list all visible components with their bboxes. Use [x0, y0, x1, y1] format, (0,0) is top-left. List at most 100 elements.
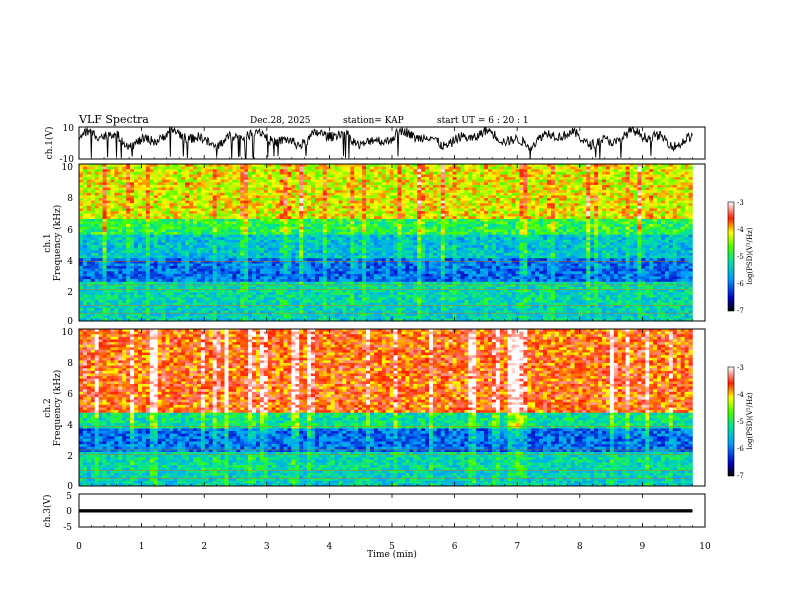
spectrogram-cell: [445, 222, 449, 225]
spectrogram-cell: [472, 185, 476, 188]
spectrogram-cell: [166, 206, 170, 209]
spectrogram-cell: [205, 203, 209, 206]
spectrogram-cell: [315, 169, 319, 172]
spectrogram-cell: [107, 182, 111, 185]
spectrogram-cell: [464, 219, 468, 222]
spectrogram-cell: [280, 203, 284, 206]
spectrogram-cell: [476, 227, 480, 230]
spectrogram-cell: [622, 208, 626, 211]
spectrogram-cell: [496, 193, 500, 196]
spectrogram-cell: [122, 203, 126, 206]
spectrogram-cell: [637, 227, 641, 230]
spectrogram-cell: [653, 214, 657, 217]
spectrogram-cell: [394, 182, 398, 185]
spectrogram-cell: [103, 167, 107, 170]
spectrogram-cell: [425, 193, 429, 196]
spectrogram-cell: [386, 167, 390, 170]
spectrogram-cell: [429, 227, 433, 230]
spectrogram-cell: [346, 193, 350, 196]
spectrogram-cell: [244, 190, 248, 193]
spectrogram-cell: [645, 222, 649, 225]
spectrogram-cell: [221, 193, 225, 196]
spectrogram-cell: [366, 216, 370, 219]
spectrogram-cell: [209, 206, 213, 209]
spectrogram-cell: [685, 224, 689, 227]
spectrogram-cell: [484, 208, 488, 211]
spectrogram-cell: [350, 216, 354, 219]
spectrogram-cell: [457, 169, 461, 172]
spectrogram-cell: [417, 182, 421, 185]
spectrogram-cell: [181, 190, 185, 193]
spectrogram-cell: [645, 185, 649, 188]
spectrogram-cell: [401, 188, 405, 191]
spectrogram-cell: [95, 219, 99, 222]
spectrogram-cell: [453, 193, 457, 196]
spectrogram-cell: [614, 203, 618, 206]
spectrogram-cell: [433, 216, 437, 219]
spectrogram-cell: [555, 169, 559, 172]
spectrogram-cell: [236, 198, 240, 201]
spectrogram-cell: [95, 190, 99, 193]
spectrogram-cell: [358, 182, 362, 185]
spectrogram-cell: [500, 167, 504, 170]
spectrogram-cell: [551, 169, 555, 172]
spectrogram-cell: [217, 174, 221, 177]
spectrogram-cell: [649, 188, 653, 191]
spectrogram-cell: [110, 193, 114, 196]
spectrogram-cell: [142, 195, 146, 198]
spectrogram-cell: [114, 206, 118, 209]
spectrogram-cell: [567, 206, 571, 209]
spectrogram-cell: [519, 219, 523, 222]
spectrogram-cell: [673, 195, 677, 198]
spectrogram-cell: [622, 211, 626, 214]
spectrogram-cell: [181, 177, 185, 180]
spectrogram-cell: [429, 185, 433, 188]
spectrogram-cell: [287, 172, 291, 175]
spectrogram-cell: [236, 227, 240, 230]
spectrogram-cell: [162, 180, 166, 183]
spectrogram-cell: [331, 177, 335, 180]
spectrogram-cell: [480, 167, 484, 170]
spectrogram-cell: [390, 216, 394, 219]
spectrogram-cell: [677, 222, 681, 225]
spectrogram-cell: [394, 172, 398, 175]
spectrogram-cell: [516, 222, 520, 225]
spectrogram-cell: [413, 219, 417, 222]
spectrogram-cell: [162, 185, 166, 188]
spectrogram-cell: [425, 174, 429, 177]
spectrogram-cell: [110, 185, 114, 188]
spectrogram-cell: [500, 201, 504, 204]
spectrogram-cell: [110, 180, 114, 183]
spectrogram-cell: [122, 177, 126, 180]
spectrogram-cell: [331, 198, 335, 201]
spectrogram-cell: [225, 219, 229, 222]
spectrogram-cell: [221, 190, 225, 193]
spectrogram-cell: [641, 188, 645, 191]
spectrogram-cell: [653, 201, 657, 204]
spectrogram-cell: [610, 174, 614, 177]
spectrogram-cell: [358, 195, 362, 198]
spectrogram-cell: [567, 203, 571, 206]
spectrogram-cell: [354, 193, 358, 196]
spectrogram-cell: [264, 169, 268, 172]
spectrogram-cell: [232, 206, 236, 209]
spectrogram-cell: [256, 222, 260, 225]
spectrogram-cell: [571, 208, 575, 211]
spectrogram-cell: [244, 203, 248, 206]
spectrogram-cell: [217, 208, 221, 211]
spectrogram-cell: [578, 222, 582, 225]
spectrogram-cell: [327, 208, 331, 211]
spectrogram-cell: [130, 193, 134, 196]
spectrogram-cell: [681, 169, 685, 172]
spectrogram-cell: [335, 222, 339, 225]
spectrogram-cell: [685, 229, 689, 232]
spectrogram-cell: [618, 198, 622, 201]
spectrogram-cell: [449, 224, 453, 227]
spectrogram-cell: [323, 208, 327, 211]
spectrogram-cell: [567, 227, 571, 230]
spectrogram-cell: [543, 198, 547, 201]
spectrogram-cell: [464, 180, 468, 183]
spectrogram-cell: [260, 227, 264, 230]
spectrogram-cell: [508, 219, 512, 222]
spectrogram-cell: [382, 195, 386, 198]
